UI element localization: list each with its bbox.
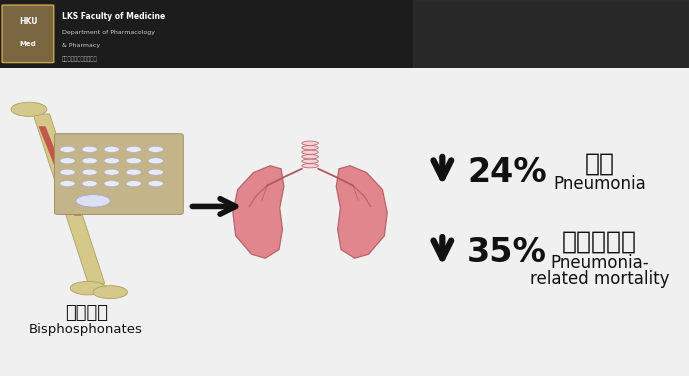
Ellipse shape [302,159,318,164]
Ellipse shape [104,181,119,186]
Text: LKS Faculty of Medicine: LKS Faculty of Medicine [62,12,165,21]
Text: 雙磷酸鹽: 雙磷酸鹽 [65,304,107,322]
Text: 香港大學藥理及藥劑學系: 香港大學藥理及藥劑學系 [62,56,98,62]
Ellipse shape [104,169,119,175]
Ellipse shape [104,158,119,164]
FancyBboxPatch shape [54,133,183,214]
Ellipse shape [60,181,75,186]
Ellipse shape [126,169,141,175]
Ellipse shape [126,181,141,186]
Ellipse shape [82,147,97,152]
Text: Med: Med [20,41,37,47]
Ellipse shape [148,158,163,164]
Text: 35%: 35% [467,236,547,269]
Polygon shape [29,108,45,114]
Ellipse shape [126,147,141,152]
Ellipse shape [82,181,97,186]
Ellipse shape [60,158,75,164]
Text: HKU: HKU [19,17,37,26]
Ellipse shape [76,195,110,207]
Text: related mortality: related mortality [530,270,669,288]
Ellipse shape [93,286,127,299]
Ellipse shape [302,164,318,168]
Text: Pneumonia: Pneumonia [553,175,646,193]
Ellipse shape [82,169,97,175]
Polygon shape [39,126,81,216]
Text: Bisphosphonates: Bisphosphonates [29,323,143,336]
Polygon shape [233,166,284,258]
Polygon shape [336,166,387,258]
Text: 肺炎死亡率: 肺炎死亡率 [562,230,637,254]
Ellipse shape [148,181,163,186]
Ellipse shape [126,158,141,164]
Ellipse shape [148,169,163,175]
Text: 肺炎: 肺炎 [584,151,615,175]
Ellipse shape [302,155,318,159]
Ellipse shape [302,150,318,155]
Ellipse shape [104,147,119,152]
Bar [413,0,689,68]
Ellipse shape [302,146,318,150]
Ellipse shape [60,169,75,175]
Ellipse shape [11,102,47,117]
Ellipse shape [302,141,318,146]
Polygon shape [33,114,105,284]
FancyBboxPatch shape [2,5,54,62]
Text: & Pharmacy: & Pharmacy [62,43,100,48]
Ellipse shape [148,147,163,152]
Ellipse shape [60,147,75,152]
Text: 24%: 24% [467,156,547,189]
Text: Department of Pharmacology: Department of Pharmacology [62,30,155,35]
Ellipse shape [70,281,106,295]
Ellipse shape [82,158,97,164]
Text: Pneumonia-: Pneumonia- [550,253,649,271]
